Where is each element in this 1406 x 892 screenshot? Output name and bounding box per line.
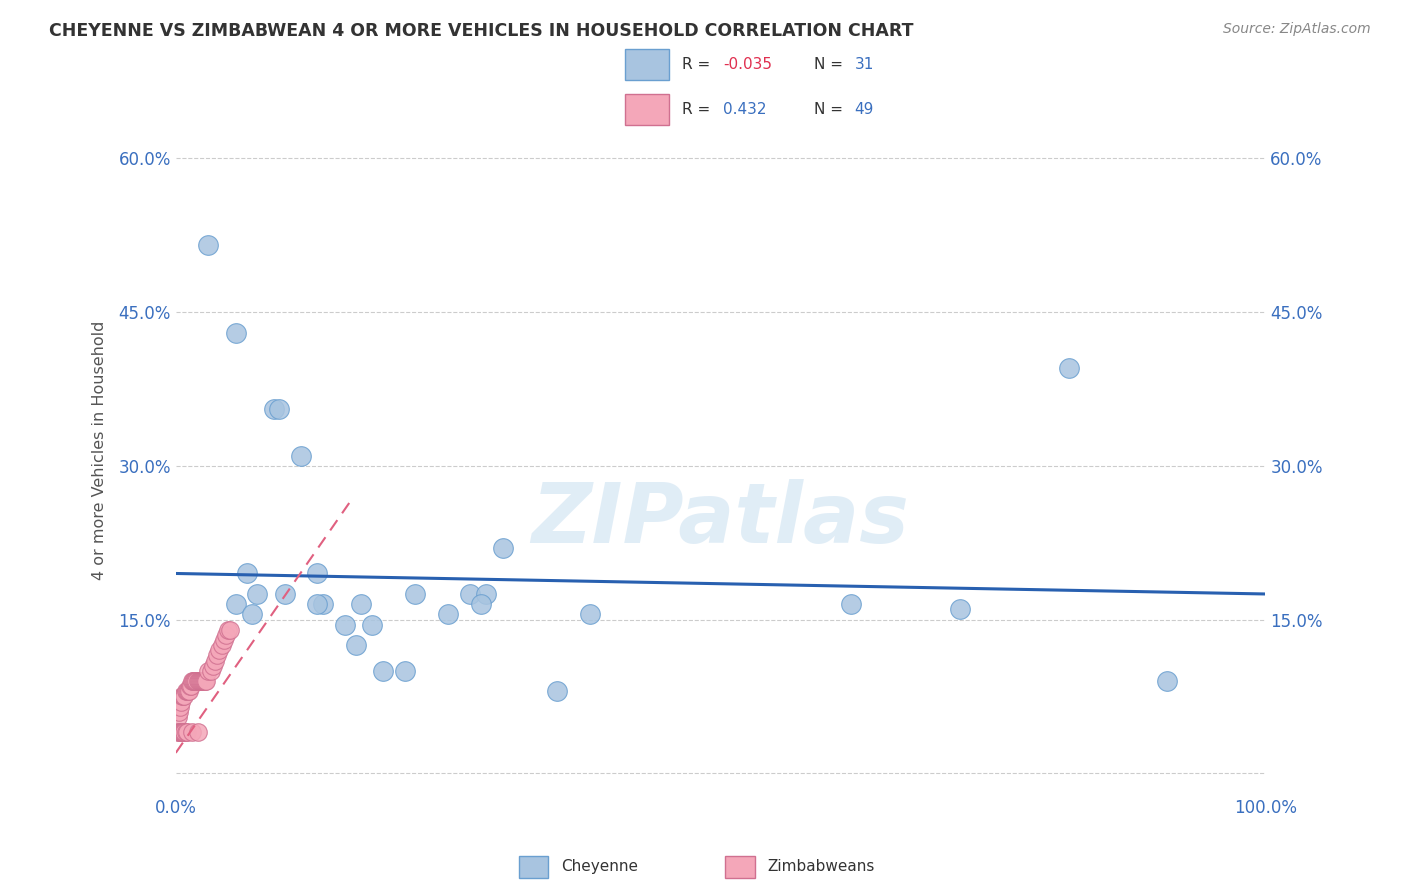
Text: Source: ZipAtlas.com: Source: ZipAtlas.com (1223, 22, 1371, 37)
FancyBboxPatch shape (519, 856, 548, 878)
Text: R =: R = (682, 102, 716, 117)
Point (172, 690, 194, 704)
Point (546, 684, 568, 698)
Point (186, 674, 209, 689)
Point (212, 633, 235, 648)
Point (167, 725, 190, 739)
Point (437, 607, 460, 622)
Text: N =: N = (814, 102, 848, 117)
Point (290, 449, 312, 463)
Point (170, 725, 193, 739)
Point (579, 607, 602, 622)
Point (307, 566, 329, 581)
Point (225, 326, 247, 340)
Point (195, 674, 218, 689)
Point (172, 725, 194, 739)
Point (841, 597, 863, 611)
Point (274, 587, 297, 601)
Point (188, 674, 211, 689)
Point (344, 638, 367, 652)
Text: 0.432: 0.432 (723, 102, 766, 117)
Point (204, 654, 226, 668)
Point (312, 597, 335, 611)
Point (173, 725, 195, 739)
Point (269, 402, 291, 417)
Point (181, 725, 204, 739)
Point (211, 638, 233, 652)
Point (360, 617, 382, 632)
Point (176, 725, 198, 739)
FancyBboxPatch shape (626, 49, 669, 79)
Text: N =: N = (814, 57, 848, 72)
Point (405, 587, 427, 601)
Point (200, 664, 222, 678)
FancyBboxPatch shape (725, 856, 755, 878)
Point (169, 725, 191, 739)
Point (184, 674, 207, 689)
Point (177, 684, 200, 698)
Point (492, 541, 515, 555)
Point (475, 587, 498, 601)
Point (205, 648, 228, 663)
Point (167, 710, 190, 724)
Point (181, 674, 204, 689)
Point (371, 664, 394, 678)
Point (167, 725, 190, 739)
Point (197, 664, 219, 678)
Point (186, 674, 208, 689)
Text: 49: 49 (855, 102, 875, 117)
Point (225, 597, 247, 611)
Text: ZIPatlas: ZIPatlas (531, 479, 910, 559)
Point (470, 597, 492, 611)
Point (1156, 674, 1178, 689)
Point (170, 695, 193, 709)
Point (215, 628, 238, 642)
Text: 31: 31 (855, 57, 875, 72)
Point (190, 674, 212, 689)
Point (172, 725, 194, 739)
Point (169, 699, 191, 714)
Point (333, 617, 356, 632)
Point (176, 684, 198, 698)
Point (186, 725, 209, 739)
Point (201, 658, 224, 673)
Point (174, 684, 197, 698)
Point (187, 674, 209, 689)
Text: CHEYENNE VS ZIMBABWEAN 4 OR MORE VEHICLES IN HOUSEHOLD CORRELATION CHART: CHEYENNE VS ZIMBABWEAN 4 OR MORE VEHICLE… (49, 22, 914, 40)
Point (458, 587, 481, 601)
Point (197, 238, 219, 252)
Point (307, 597, 329, 611)
Point (240, 607, 263, 622)
Point (246, 587, 269, 601)
Point (174, 725, 197, 739)
Point (1057, 361, 1080, 376)
Point (173, 690, 195, 704)
Point (263, 402, 285, 417)
Text: R =: R = (682, 57, 716, 72)
Point (949, 602, 972, 616)
Point (167, 705, 190, 719)
Point (394, 664, 416, 678)
Point (193, 674, 215, 689)
Point (191, 674, 214, 689)
Point (179, 679, 201, 693)
Text: Cheyenne: Cheyenne (561, 859, 638, 873)
Text: Zimbabweans: Zimbabweans (768, 859, 875, 873)
Point (181, 674, 204, 689)
Point (194, 674, 217, 689)
Y-axis label: 4 or more Vehicles in Household: 4 or more Vehicles in Household (93, 321, 107, 580)
Point (350, 597, 373, 611)
FancyBboxPatch shape (626, 95, 669, 125)
Point (180, 679, 202, 693)
Text: -0.035: -0.035 (723, 57, 772, 72)
Point (183, 674, 205, 689)
Point (219, 623, 242, 637)
Point (208, 643, 231, 657)
Point (217, 623, 239, 637)
Point (235, 566, 257, 581)
Point (172, 690, 194, 704)
Point (191, 674, 214, 689)
Point (177, 684, 200, 698)
